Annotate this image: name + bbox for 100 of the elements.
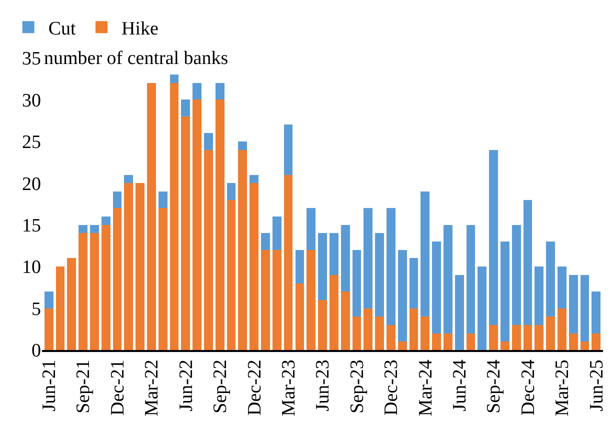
bar [204,133,213,150]
bar [568,274,578,334]
bar [558,308,566,350]
bar [375,316,384,350]
bar [215,100,224,350]
y-tick-label: 0 [32,340,41,362]
bar [364,208,373,308]
bar [192,83,202,100]
y-tick-label: 35 [22,48,41,70]
bar [386,324,396,350]
bar [78,233,88,350]
bar [147,83,156,350]
bar [546,242,555,317]
bar [398,250,407,342]
bar [523,324,532,350]
bar [181,100,190,116]
x-tick-label: Jun-21 [39,360,60,412]
x-tick-label: Jun-24 [450,359,471,412]
bar [340,292,350,350]
bar [67,258,76,350]
bar [443,333,452,350]
bar [192,100,202,350]
bar [101,216,110,225]
bar [170,74,179,84]
legend-label: Hike [122,18,158,40]
bar [90,224,99,234]
bar [512,324,521,350]
bar [318,300,327,350]
y-tick-label: 5 [32,298,41,320]
bar [272,216,282,250]
bar [284,174,293,350]
bar [158,208,168,350]
bar [580,274,590,342]
bar [158,191,168,208]
y-tick-label: 20 [22,174,41,195]
bar [489,324,498,350]
x-tick-label: Jun-22 [176,360,197,412]
bar [44,292,54,308]
x-tick-label: Sep-22 [210,360,232,414]
bar [112,208,122,350]
bar [523,200,532,325]
bar [512,224,521,325]
bar [558,266,566,308]
bar [420,191,430,317]
bar [534,324,544,350]
bar [306,208,316,250]
bar [295,250,304,284]
bar [420,316,430,350]
bar [44,308,54,350]
bar [204,150,213,350]
bar [226,183,236,200]
bar [489,150,498,325]
bar [352,316,362,350]
bar [375,233,384,317]
bar [466,224,476,334]
bar [136,183,145,350]
bar [364,308,373,350]
bar [478,266,487,350]
bar [306,250,316,350]
bar [329,274,338,350]
bar [295,283,304,350]
bar [226,200,236,350]
bar [238,141,248,150]
x-tick-label: Sep-23 [346,360,368,414]
bar [443,224,452,334]
bar [592,333,601,350]
bar [500,342,510,350]
x-tick-label: Dec-22 [244,360,266,416]
bar [112,191,122,208]
bar [409,308,418,350]
bar [318,233,327,300]
x-tick-label: Mar-25 [552,360,574,416]
bar [272,250,282,350]
x-tick-label: Dec-24 [518,359,539,416]
x-tick-label: Sep-21 [73,360,94,414]
x-tick-label: Sep-24 [484,359,505,414]
bar [454,274,464,350]
y-tick-label: 15 [22,216,41,237]
x-tick-label: Dec-21 [107,360,128,416]
x-tick-label: Dec-23 [381,360,402,416]
bar [78,224,88,234]
bar [124,183,134,350]
bar [386,208,396,325]
y-axis-title: number of central banks [44,48,228,69]
bar [432,242,441,334]
bar [352,250,362,317]
bar [124,174,134,184]
bar [329,233,338,275]
bar [580,342,590,350]
bar [340,224,350,292]
bar [261,233,270,250]
bar [261,250,270,350]
bar [250,174,259,184]
bar [432,333,441,350]
bar [500,242,510,342]
legend-label: Cut [48,18,77,40]
x-tick-label: Mar-22 [142,360,163,416]
y-tick-label: 10 [22,257,41,278]
bar [534,266,544,325]
bar [409,258,418,308]
